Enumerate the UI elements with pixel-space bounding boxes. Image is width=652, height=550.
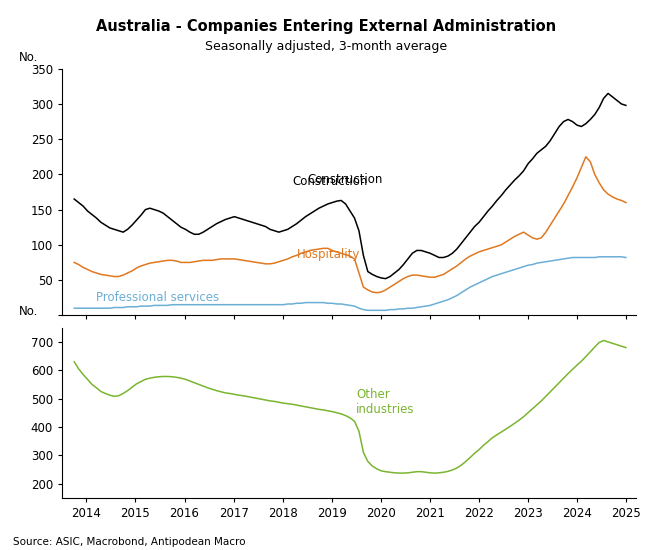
- Text: Professional services: Professional services: [96, 291, 219, 304]
- Text: Hospitality: Hospitality: [297, 248, 361, 261]
- Text: No.: No.: [19, 51, 38, 64]
- Text: Australia - Companies Entering External Administration: Australia - Companies Entering External …: [96, 19, 556, 34]
- Text: Other
industries: Other industries: [356, 388, 415, 416]
- Text: Seasonally adjusted, 3-month average: Seasonally adjusted, 3-month average: [205, 40, 447, 53]
- Text: Construction: Construction: [307, 173, 383, 186]
- Text: Construction: Construction: [293, 175, 368, 188]
- Text: Source: ASIC, Macrobond, Antipodean Macro: Source: ASIC, Macrobond, Antipodean Macr…: [13, 537, 246, 547]
- Text: No.: No.: [19, 305, 38, 317]
